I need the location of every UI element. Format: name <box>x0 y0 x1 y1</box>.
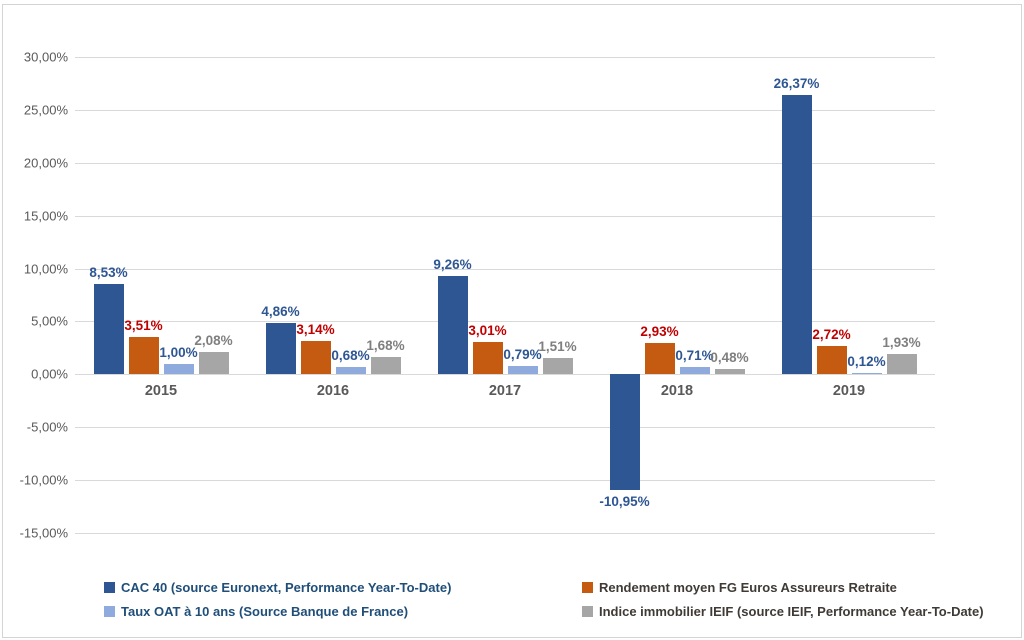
bar-fg-euros-2016 <box>300 341 331 375</box>
legend-item: CAC 40 (source Euronext, Performance Yea… <box>104 580 582 595</box>
bar-indice-ieif-2016 <box>370 356 401 375</box>
gridline <box>75 427 935 429</box>
legend-label: Taux OAT à 10 ans (Source Banque de Fran… <box>121 604 409 619</box>
bar-value-label-cac40-2018: -10,95% <box>599 494 650 510</box>
y-axis-tick-label: -10,00% <box>19 472 68 488</box>
bar-value-label-fg-euros-2017: 3,01% <box>468 323 507 339</box>
bar-cac40-2016 <box>265 322 296 375</box>
bar-value-label-taux-oat-10-ans-2017: 0,79% <box>503 346 542 362</box>
bar-cac40-2019 <box>781 95 812 375</box>
legend-label: CAC 40 (source Euronext, Performance Yea… <box>121 580 452 595</box>
bar-taux-oat-10-ans-2018 <box>679 366 710 375</box>
y-axis-tick-label: -5,00% <box>26 419 68 435</box>
legend-swatch-icon <box>104 582 115 593</box>
bar-value-label-fg-euros-2019: 2,72% <box>812 326 851 342</box>
bar-value-label-taux-oat-10-ans-2016: 0,68% <box>331 348 370 364</box>
x-axis-category-label-2017: 2017 <box>488 383 522 400</box>
bar-fg-euros-2015 <box>128 337 159 375</box>
bar-value-label-fg-euros-2018: 2,93% <box>640 324 679 340</box>
bar-value-label-taux-oat-10-ans-2018: 0,71% <box>675 347 714 363</box>
legend-label: Rendement moyen FG Euros Assureurs Retra… <box>599 580 897 595</box>
chart-frame <box>2 4 1022 638</box>
y-axis-tick-label: 20,00% <box>23 155 68 171</box>
x-axis-category-label-2016: 2016 <box>316 383 350 400</box>
bar-cac40-2017 <box>437 276 468 375</box>
plot-area <box>75 57 935 534</box>
y-axis-tick-label: 15,00% <box>23 208 68 224</box>
bar-indice-ieif-2015 <box>198 352 229 375</box>
bar-value-label-indice-ieif-2015: 2,08% <box>194 333 233 349</box>
bar-indice-ieif-2018 <box>714 369 745 375</box>
bar-indice-ieif-2017 <box>542 358 573 375</box>
gridline <box>75 215 935 217</box>
x-axis-category-label-2015: 2015 <box>144 383 178 400</box>
bar-taux-oat-10-ans-2015 <box>163 363 194 375</box>
y-axis-tick-label: -15,00% <box>19 525 68 541</box>
bar-value-label-indice-ieif-2018: 0,48% <box>710 350 749 366</box>
bar-cac40-2015 <box>93 284 124 375</box>
legend-swatch-icon <box>582 582 593 593</box>
bar-value-label-fg-euros-2016: 3,14% <box>296 322 335 338</box>
bar-value-label-indice-ieif-2017: 1,51% <box>538 339 577 355</box>
gridline <box>75 162 935 164</box>
y-axis-tick-label: 0,00% <box>31 366 68 382</box>
gridline <box>75 57 935 58</box>
gridline <box>75 109 935 111</box>
gridline <box>75 480 935 482</box>
legend-swatch-icon <box>582 606 593 617</box>
bar-fg-euros-2018 <box>644 343 675 375</box>
bar-value-label-indice-ieif-2019: 1,93% <box>882 334 921 350</box>
gridline <box>75 374 935 376</box>
y-axis-tick-label: 30,00% <box>23 49 68 65</box>
bar-value-label-cac40-2016: 4,86% <box>261 303 300 319</box>
bar-value-label-cac40-2015: 8,53% <box>89 265 128 281</box>
bar-indice-ieif-2019 <box>886 353 917 375</box>
y-axis-tick-label: 10,00% <box>23 261 68 277</box>
bar-fg-euros-2017 <box>472 342 503 375</box>
bar-taux-oat-10-ans-2017 <box>507 365 538 375</box>
legend-item: Rendement moyen FG Euros Assureurs Retra… <box>582 580 984 595</box>
legend: CAC 40 (source Euronext, Performance Yea… <box>104 580 984 619</box>
x-axis-category-label-2019: 2019 <box>832 383 866 400</box>
gridline <box>75 268 935 270</box>
bar-taux-oat-10-ans-2016 <box>335 367 366 375</box>
bar-taux-oat-10-ans-2019 <box>851 373 882 375</box>
bar-value-label-fg-euros-2015: 3,51% <box>124 318 163 334</box>
legend-swatch-icon <box>104 606 115 617</box>
bar-value-label-indice-ieif-2016: 1,68% <box>366 337 405 353</box>
legend-item: Taux OAT à 10 ans (Source Banque de Fran… <box>104 604 582 619</box>
legend-label: Indice immobilier IEIF (source IEIF, Per… <box>599 604 984 619</box>
gridline <box>75 321 935 323</box>
legend-item: Indice immobilier IEIF (source IEIF, Per… <box>582 604 984 619</box>
y-axis-tick-label: 5,00% <box>31 313 68 329</box>
bar-value-label-taux-oat-10-ans-2019: 0,12% <box>847 354 886 370</box>
bar-value-label-cac40-2017: 9,26% <box>433 257 472 273</box>
bar-fg-euros-2019 <box>816 345 847 375</box>
x-axis-category-label-2018: 2018 <box>660 383 694 400</box>
bar-value-label-taux-oat-10-ans-2015: 1,00% <box>159 344 198 360</box>
bar-cac40-2018 <box>609 374 640 491</box>
gridline <box>75 533 935 534</box>
bar-value-label-cac40-2019: 26,37% <box>773 76 820 92</box>
y-axis-tick-label: 25,00% <box>23 102 68 118</box>
